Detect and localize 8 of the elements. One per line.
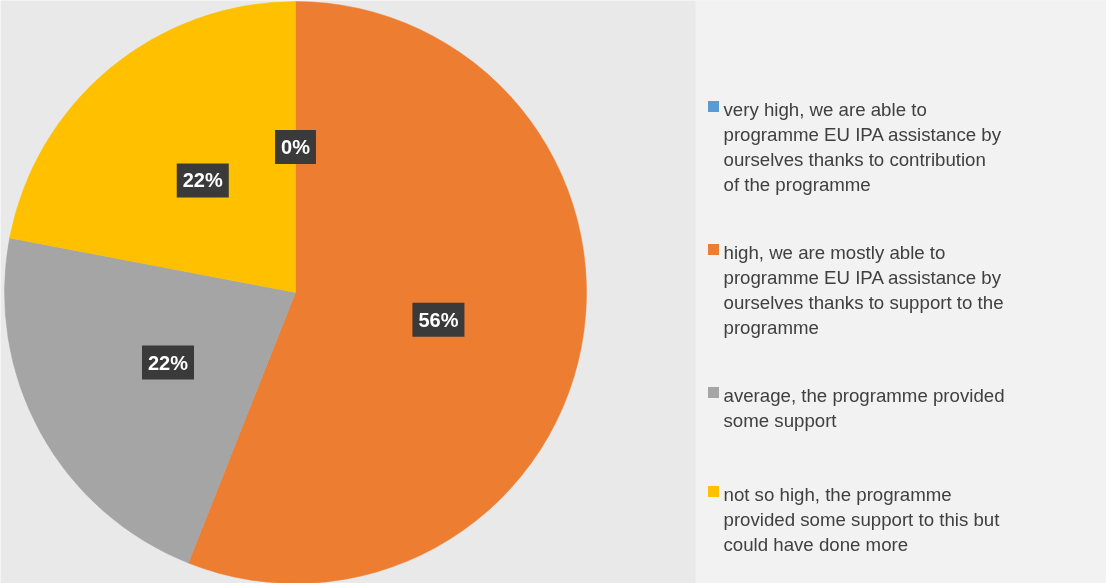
legend-label: high, we are mostly able to programme EU IPA assistance by ourselves thanks to support to the programme	[723, 241, 1004, 339]
data-label: 22%	[147, 351, 189, 374]
data-label: 22%	[182, 169, 223, 192]
data-label: 56%	[418, 308, 459, 331]
legend-label: very high, we are able to programme EU IPA assistance by ourselves thanks to contribution of the programme	[723, 98, 1002, 196]
legend-label: not so high, the programme provided some support to this but could have done more	[723, 483, 1001, 555]
text: 0%	[281, 136, 310, 158]
legend-label: average, the programme provided some support	[723, 384, 1005, 431]
